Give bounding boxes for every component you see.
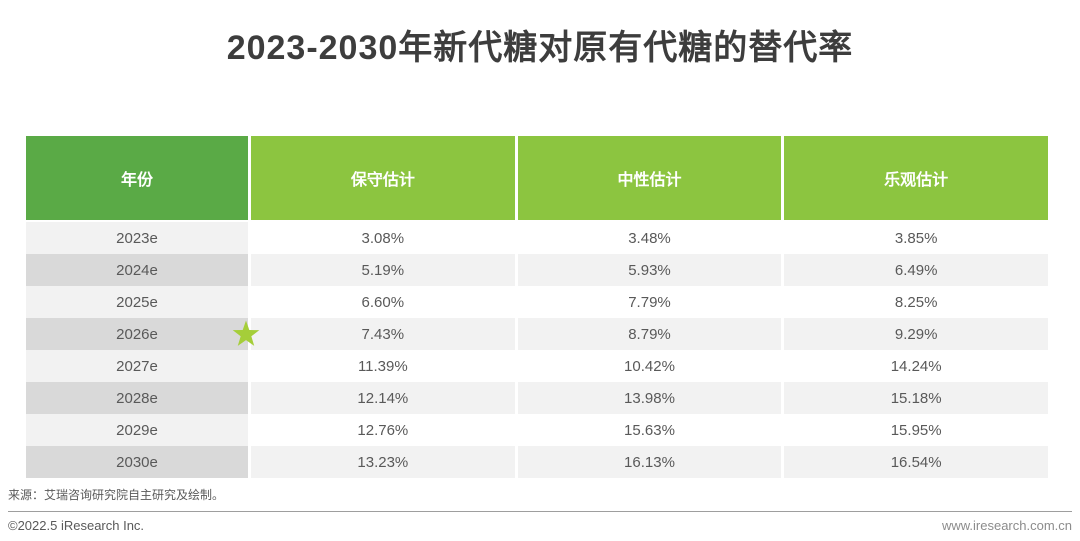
conservative-cell: 6.60% xyxy=(251,286,515,318)
year-cell: 2023e xyxy=(26,222,248,254)
optimistic-cell: 8.25% xyxy=(784,286,1048,318)
neutral-cell: 13.98% xyxy=(517,382,782,414)
neutral-cell: 3.48% xyxy=(517,222,782,254)
neutral-cell: 5.93% xyxy=(517,254,782,286)
conservative-cell: 3.08% xyxy=(251,222,515,254)
neutral-cell: 16.13% xyxy=(517,446,782,478)
table-row: 2025e 6.60% 7.79% 8.25% xyxy=(26,286,1048,318)
optimistic-cell: 15.18% xyxy=(784,382,1048,414)
table-row: 2027e 11.39% 10.42% 14.24% xyxy=(26,350,1048,382)
replacement-rate-table: 年份 保守估计 中性估计 乐观估计 2023e 3.08% 3.48% 3.85… xyxy=(26,136,1048,478)
table-row: 2023e 3.08% 3.48% 3.85% xyxy=(26,222,1048,254)
website-text: www.iresearch.com.cn xyxy=(941,518,1072,533)
header-conservative: 保守估计 xyxy=(251,136,515,220)
copyright-text: ©2022.5 iResearch Inc. xyxy=(8,518,145,533)
conservative-cell: 11.39% xyxy=(251,350,515,382)
year-cell: 2030e xyxy=(26,446,248,478)
table-row: 2030e 13.23% 16.13% 16.54% xyxy=(26,446,1048,478)
neutral-cell: 7.79% xyxy=(517,286,782,318)
year-cell: 2027e xyxy=(26,350,248,382)
year-cell: 2028e xyxy=(26,382,248,414)
source-note: 来源：艾瑞咨询研究院自主研究及绘制。 xyxy=(8,488,225,502)
year-cell: 2025e xyxy=(26,286,248,318)
year-cell: 2026e xyxy=(26,318,248,350)
optimistic-cell: 9.29% xyxy=(784,318,1048,350)
year-cell: 2029e xyxy=(26,414,248,446)
table-row-starred: 2026e 7.43% 8.79% 9.29% xyxy=(26,318,1048,350)
optimistic-cell: 14.24% xyxy=(784,350,1048,382)
optimistic-cell: 6.49% xyxy=(784,254,1048,286)
conservative-cell: 5.19% xyxy=(251,254,515,286)
table-header-row: 年份 保守估计 中性估计 乐观估计 xyxy=(26,136,1048,220)
neutral-cell: 10.42% xyxy=(517,350,782,382)
page-title: 2023-2030年新代糖对原有代糖的替代率 xyxy=(226,29,854,67)
optimistic-cell: 15.95% xyxy=(784,414,1048,446)
table-row: 2024e 5.19% 5.93% 6.49% xyxy=(26,254,1048,286)
header-neutral: 中性估计 xyxy=(517,136,782,220)
star-icon xyxy=(232,320,260,348)
optimistic-cell: 16.54% xyxy=(784,446,1048,478)
conservative-cell: 7.43% xyxy=(251,318,515,350)
optimistic-cell: 3.85% xyxy=(784,222,1048,254)
neutral-cell: 15.63% xyxy=(517,414,782,446)
year-cell: 2024e xyxy=(26,254,248,286)
header-year: 年份 xyxy=(26,136,248,220)
footer-divider xyxy=(8,511,1072,512)
conservative-cell: 12.76% xyxy=(251,414,515,446)
conservative-cell: 13.23% xyxy=(251,446,515,478)
table-row: 2028e 12.14% 13.98% 15.18% xyxy=(26,382,1048,414)
table-row: 2029e 12.76% 15.63% 15.95% xyxy=(26,414,1048,446)
conservative-cell: 12.14% xyxy=(251,382,515,414)
neutral-cell: 8.79% xyxy=(517,318,782,350)
header-optimistic: 乐观估计 xyxy=(784,136,1048,220)
